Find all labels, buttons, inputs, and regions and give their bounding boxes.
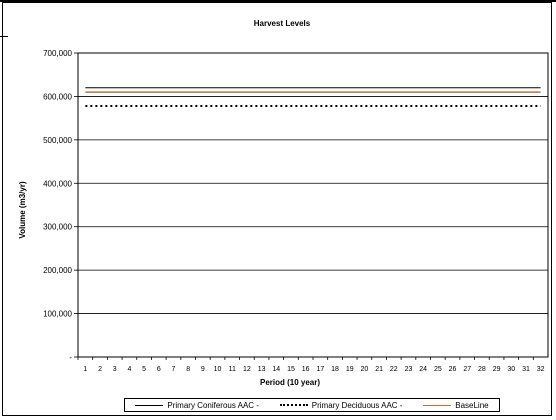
- y-tick-label: 400,000: [43, 179, 72, 188]
- y-tick-labels: - 100,000 200,000 300,000 400,000 500,000 600,…: [43, 49, 72, 362]
- x-tick-label: 21: [375, 366, 383, 373]
- x-tick-label: 18: [331, 366, 339, 373]
- legend-item-deciduous: Primary Deciduous AAC -: [279, 400, 403, 410]
- x-tick-label: 12: [243, 366, 251, 373]
- x-tick-label: 23: [405, 366, 413, 373]
- x-tick-label: 1: [83, 366, 87, 373]
- x-tick-label: 26: [449, 366, 457, 373]
- legend-label-coniferous: Primary Coniferous AAC -: [167, 400, 259, 410]
- legend-label-deciduous: Primary Deciduous AAC -: [311, 400, 403, 410]
- x-axis-label: Period (10 year): [260, 378, 320, 387]
- y-tick-label: 700,000: [43, 49, 72, 58]
- chart-title: Harvest Levels: [254, 19, 311, 28]
- x-tick-label: 29: [493, 366, 501, 373]
- x-tick-label: 30: [507, 366, 515, 373]
- x-tick-label: 7: [172, 366, 176, 373]
- x-tick-label: 11: [229, 366, 236, 373]
- series-lines: [85, 87, 541, 107]
- x-tick-label: 28: [478, 366, 486, 373]
- x-tick-label: 2: [98, 366, 102, 373]
- x-tick-label: 25: [434, 366, 442, 373]
- x-tick-label: 27: [463, 366, 471, 373]
- x-tick-label: 19: [346, 366, 354, 373]
- gridlines: [74, 52, 548, 360]
- plot-area-border: [77, 52, 549, 358]
- y-tick-label: 300,000: [43, 223, 72, 232]
- x-tick-label: 3: [113, 366, 117, 373]
- y-axis-label: Volume (m3/yr): [18, 181, 27, 239]
- x-tick-label: 16: [302, 366, 310, 373]
- x-tick-label: 13: [258, 366, 266, 373]
- x-tick-label: 20: [361, 366, 369, 373]
- x-tick-label: 6: [157, 366, 161, 373]
- edge-mark: [0, 36, 8, 37]
- x-tick-label: 4: [127, 366, 131, 373]
- y-tick-label: 200,000: [43, 266, 72, 275]
- x-tick-label: 24: [419, 366, 427, 373]
- legend-swatch-coniferous: [135, 404, 164, 406]
- x-tick-label: 5: [142, 366, 146, 373]
- x-tick-label: 10: [214, 366, 222, 373]
- x-tick-label: 22: [390, 366, 398, 373]
- top-edge: [0, 0, 556, 2]
- x-tick-label: 31: [522, 366, 530, 373]
- x-tick-label: 32: [537, 366, 545, 373]
- x-tick-label: 15: [287, 366, 295, 373]
- legend: Primary Coniferous AAC - Primary Deciduo…: [124, 398, 500, 412]
- y-tick-label: -: [69, 353, 72, 362]
- y-tick-label: 600,000: [43, 92, 72, 101]
- legend-item-coniferous: Primary Coniferous AAC -: [135, 401, 259, 410]
- legend-label-baseline: BaseLine: [455, 400, 489, 410]
- x-tick-labels: 1 2 3 4 5 6 7 8 9 10 11 12 13 14 15 16 17 18 19 20 21 22 23 24 2…: [83, 366, 544, 373]
- x-tick-label: 9: [201, 366, 205, 373]
- legend-item-baseline: BaseLine: [423, 400, 489, 410]
- y-tick-label: 100,000: [43, 310, 72, 319]
- y-tick-label: 500,000: [43, 136, 72, 145]
- x-tick-label: 14: [272, 366, 280, 373]
- legend-swatch-baseline: [423, 404, 452, 406]
- x-tick-label: 17: [316, 366, 324, 373]
- legend-swatch-deciduous: [279, 404, 308, 406]
- x-tick-label: 8: [186, 366, 190, 373]
- chart-frame: [2, 2, 552, 416]
